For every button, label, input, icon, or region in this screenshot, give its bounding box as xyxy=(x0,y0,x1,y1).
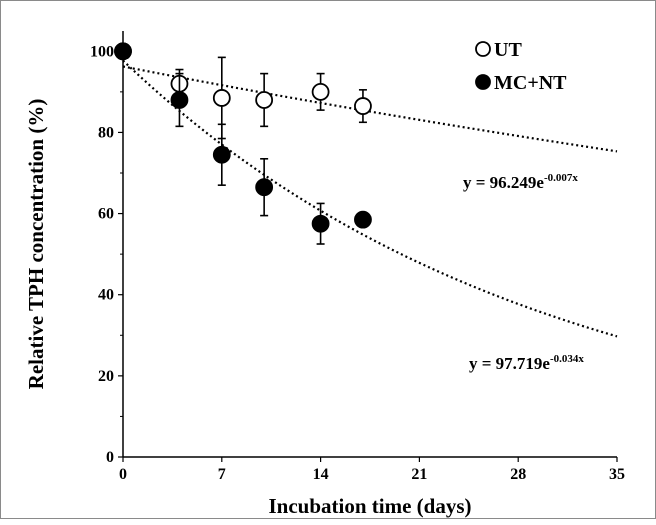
fit-curve-ut xyxy=(122,65,618,153)
data-point-mc-nt xyxy=(255,178,274,197)
y-tick-label: 40 xyxy=(98,287,114,304)
data-point-ut xyxy=(311,82,330,101)
x-tick-label: 14 xyxy=(313,466,329,483)
fit-equation: y = 96.249e-0.007x xyxy=(463,172,578,192)
data-point-ut xyxy=(255,91,274,109)
data-point-mc-nt xyxy=(212,145,231,164)
y-axis-title: Relative TPH concentration (%) xyxy=(24,99,48,390)
y-tick-label: 100 xyxy=(90,43,114,60)
fit-curves: y = 96.249e-0.007x y = 97.719e-0.034x xyxy=(122,59,618,373)
fit-equation: y = 97.719e-0.034x xyxy=(469,353,584,373)
data-point-mc-nt xyxy=(114,42,132,61)
y-tick-label: 60 xyxy=(98,206,114,223)
data-point-ut xyxy=(354,97,372,115)
legend: UT MC+NT xyxy=(475,39,567,94)
y-tick-label: 80 xyxy=(98,124,114,141)
legend-marker xyxy=(475,74,491,90)
data-point-mc-nt xyxy=(311,214,330,233)
x-tick-label: 7 xyxy=(218,466,226,483)
data-points xyxy=(114,42,372,245)
x-tick-label: 21 xyxy=(411,466,427,483)
data-point-mc-nt xyxy=(170,91,189,109)
y-tick-label: 0 xyxy=(106,449,114,466)
fit-curve-mc-nt xyxy=(122,59,618,338)
legend-label: UT xyxy=(494,39,522,61)
x-tick-label: 35 xyxy=(609,466,625,483)
axes: 0 7 14 21 28 35 0 20 40 60 80 100 xyxy=(90,31,625,483)
legend-label: MC+NT xyxy=(494,72,567,94)
data-point-ut xyxy=(212,89,231,107)
data-point-mc-nt xyxy=(354,210,372,229)
legend-marker xyxy=(475,41,491,57)
axis-labels: Incubation time (days) Relative TPH conce… xyxy=(24,99,472,518)
x-tick-label: 28 xyxy=(510,466,526,483)
x-tick-label: 0 xyxy=(119,466,127,483)
x-axis-title: Incubation time (days) xyxy=(268,494,471,518)
y-tick-label: 20 xyxy=(98,368,114,385)
